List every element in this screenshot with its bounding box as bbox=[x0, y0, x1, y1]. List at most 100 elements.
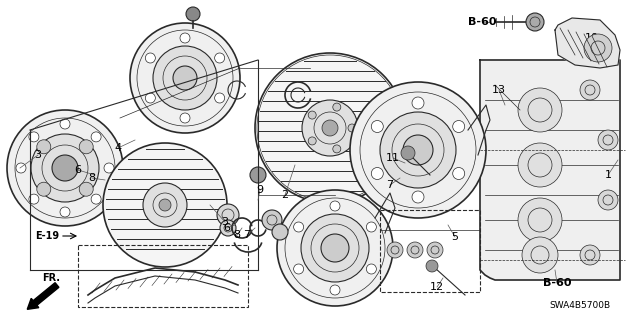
Bar bbox=[380, 210, 480, 292]
Circle shape bbox=[452, 121, 465, 132]
Circle shape bbox=[598, 190, 618, 210]
Circle shape bbox=[452, 167, 465, 180]
Circle shape bbox=[130, 23, 240, 133]
Circle shape bbox=[153, 46, 217, 110]
Circle shape bbox=[333, 145, 340, 153]
Circle shape bbox=[143, 183, 187, 227]
Polygon shape bbox=[480, 60, 620, 280]
Text: 8: 8 bbox=[88, 173, 95, 183]
Circle shape bbox=[330, 201, 340, 211]
Circle shape bbox=[262, 210, 282, 230]
Circle shape bbox=[91, 194, 101, 204]
Text: 3: 3 bbox=[221, 217, 228, 227]
Circle shape bbox=[522, 237, 558, 273]
Text: 10: 10 bbox=[585, 33, 599, 43]
Circle shape bbox=[580, 245, 600, 265]
Circle shape bbox=[294, 222, 303, 232]
Circle shape bbox=[294, 264, 303, 274]
Circle shape bbox=[277, 190, 393, 306]
Circle shape bbox=[350, 82, 486, 218]
Circle shape bbox=[518, 143, 562, 187]
Circle shape bbox=[301, 214, 369, 282]
Circle shape bbox=[330, 285, 340, 295]
Circle shape bbox=[380, 112, 456, 188]
Text: 5: 5 bbox=[451, 232, 458, 242]
Circle shape bbox=[598, 130, 618, 150]
Text: 12: 12 bbox=[430, 282, 444, 292]
Circle shape bbox=[580, 80, 600, 100]
Circle shape bbox=[29, 194, 39, 204]
Circle shape bbox=[220, 220, 236, 236]
Circle shape bbox=[348, 124, 356, 132]
Circle shape bbox=[180, 113, 190, 123]
Text: FR.: FR. bbox=[42, 273, 60, 283]
Circle shape bbox=[366, 264, 376, 274]
Circle shape bbox=[173, 66, 197, 90]
Text: 4: 4 bbox=[115, 143, 122, 153]
Circle shape bbox=[36, 140, 51, 154]
Circle shape bbox=[366, 222, 376, 232]
Circle shape bbox=[16, 163, 26, 173]
Circle shape bbox=[159, 199, 171, 211]
Circle shape bbox=[371, 167, 383, 180]
Circle shape bbox=[407, 242, 423, 258]
Circle shape bbox=[103, 143, 227, 267]
Circle shape bbox=[60, 119, 70, 129]
Circle shape bbox=[36, 182, 51, 196]
Circle shape bbox=[214, 53, 225, 63]
Circle shape bbox=[104, 163, 114, 173]
Circle shape bbox=[31, 134, 99, 202]
Circle shape bbox=[308, 137, 316, 145]
Circle shape bbox=[302, 100, 358, 156]
Circle shape bbox=[145, 93, 156, 103]
Text: B-60: B-60 bbox=[543, 278, 572, 288]
Circle shape bbox=[52, 155, 78, 181]
Text: 7: 7 bbox=[243, 230, 251, 240]
Text: 7: 7 bbox=[387, 180, 394, 190]
Circle shape bbox=[584, 34, 612, 62]
Text: 3: 3 bbox=[35, 150, 42, 160]
Circle shape bbox=[412, 191, 424, 203]
Circle shape bbox=[214, 93, 225, 103]
Bar bbox=[78, 245, 248, 307]
Circle shape bbox=[321, 234, 349, 262]
Circle shape bbox=[403, 135, 433, 165]
Circle shape bbox=[518, 88, 562, 132]
Circle shape bbox=[322, 120, 338, 136]
Circle shape bbox=[272, 224, 288, 240]
Circle shape bbox=[79, 140, 93, 154]
Circle shape bbox=[91, 132, 101, 142]
Circle shape bbox=[333, 103, 340, 111]
Circle shape bbox=[426, 260, 438, 272]
FancyArrow shape bbox=[28, 283, 59, 309]
Circle shape bbox=[412, 97, 424, 109]
Text: 2: 2 bbox=[282, 190, 289, 200]
Text: 11: 11 bbox=[386, 153, 400, 163]
Circle shape bbox=[217, 204, 239, 226]
Polygon shape bbox=[555, 18, 620, 68]
Text: 1: 1 bbox=[605, 170, 611, 180]
Circle shape bbox=[250, 167, 266, 183]
Circle shape bbox=[180, 33, 190, 43]
Circle shape bbox=[29, 132, 39, 142]
Text: 8: 8 bbox=[234, 230, 241, 240]
Circle shape bbox=[115, 176, 135, 196]
Text: 13: 13 bbox=[492, 85, 506, 95]
Circle shape bbox=[79, 182, 93, 196]
Text: 9: 9 bbox=[257, 185, 264, 195]
Circle shape bbox=[60, 207, 70, 217]
Circle shape bbox=[427, 242, 443, 258]
Circle shape bbox=[255, 53, 405, 203]
Circle shape bbox=[186, 7, 200, 21]
Circle shape bbox=[308, 111, 316, 119]
Circle shape bbox=[518, 198, 562, 242]
Text: 6: 6 bbox=[223, 223, 230, 233]
Circle shape bbox=[371, 121, 383, 132]
Text: B-60: B-60 bbox=[468, 17, 496, 27]
Circle shape bbox=[387, 242, 403, 258]
Circle shape bbox=[145, 53, 156, 63]
Text: 6: 6 bbox=[74, 165, 81, 175]
Circle shape bbox=[526, 13, 544, 31]
Text: E-19: E-19 bbox=[35, 231, 59, 241]
Circle shape bbox=[7, 110, 123, 226]
